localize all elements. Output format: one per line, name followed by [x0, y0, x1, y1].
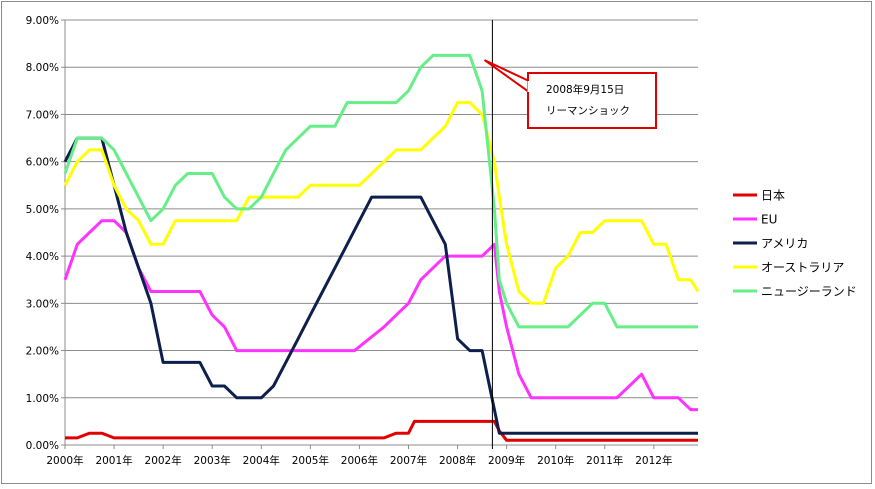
y-axis: 0.00% 1.00% 2.00% 3.00% 4.00% 5.00% 6.00% 7.00%… — [26, 15, 66, 452]
x-tick-label: 2006年 — [341, 454, 378, 467]
x-tick-label: 2009年 — [488, 454, 525, 467]
callout-pointer — [483, 59, 530, 94]
y-tick-label: 2.00% — [26, 346, 59, 358]
y-tick-label: 0.00% — [26, 440, 59, 452]
legend-label: ニュージーランド — [761, 285, 857, 299]
x-tick-label: 2012年 — [635, 454, 672, 467]
x-tick-label: 2003年 — [194, 454, 231, 467]
annotation-date: 2008年9月15日 — [546, 83, 624, 96]
legend-label: オーストラリア — [761, 261, 844, 275]
y-tick-label: 4.00% — [26, 251, 59, 263]
y-tick-label: 7.00% — [26, 109, 59, 121]
series-line-0 — [65, 419, 698, 442]
annotation-event: リーマンショック — [546, 105, 630, 117]
x-tick-label: 2000年 — [46, 454, 83, 467]
series-line-2 — [63, 136, 698, 435]
x-axis: 2000年 2001年 2002年 2003年 2004年 2005年 2006年 2007年… — [46, 444, 698, 467]
y-tick-label: 5.00% — [26, 204, 59, 216]
y-tick-label: 8.00% — [26, 62, 59, 74]
y-tick-label: 9.00% — [26, 15, 59, 27]
x-tick-label: 2001年 — [95, 454, 132, 467]
series-line-4 — [63, 53, 698, 329]
series-lines — [63, 53, 700, 442]
legend-label: アメリカ — [761, 237, 808, 251]
y-tick-label: 6.00% — [26, 157, 59, 169]
x-tick-label: 2004年 — [243, 454, 280, 467]
x-tick-label: 2005年 — [292, 454, 329, 467]
x-tick-label: 2011年 — [586, 454, 623, 467]
x-tick-label: 2010年 — [537, 454, 574, 467]
series-line-1 — [63, 219, 698, 412]
y-tick-label: 3.00% — [26, 298, 59, 310]
y-tick-label: 1.00% — [26, 393, 59, 405]
callout-box — [527, 72, 657, 129]
legend-label: 日本 — [761, 189, 785, 203]
gridlines — [65, 19, 698, 446]
legend-label: EU — [761, 213, 777, 227]
series-line-3 — [63, 101, 700, 305]
lehman-annotation: 2008年9月15日 リーマンショック — [483, 59, 657, 129]
x-tick-label: 2007年 — [390, 454, 427, 467]
x-tick-label: 2002年 — [145, 454, 182, 467]
x-tick-label: 2008年 — [439, 454, 476, 467]
